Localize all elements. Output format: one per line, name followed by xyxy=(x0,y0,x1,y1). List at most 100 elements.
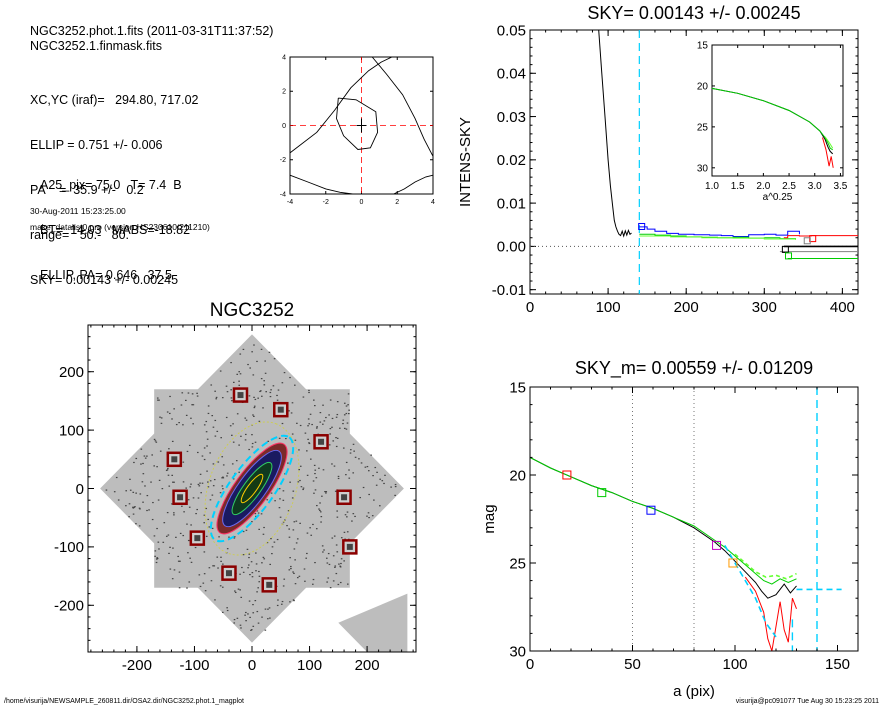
noise-dot xyxy=(144,485,146,487)
noise-dot xyxy=(248,553,251,555)
inset-line xyxy=(822,137,834,168)
noise-dot xyxy=(140,448,143,450)
noise-dot xyxy=(135,492,137,494)
noise-dot xyxy=(245,529,248,531)
noise-dot xyxy=(163,522,166,524)
noise-dot xyxy=(333,465,336,467)
noise-dot xyxy=(146,494,149,497)
noise-dot xyxy=(232,381,235,383)
noise-dot xyxy=(166,511,169,514)
noise-dot xyxy=(221,485,224,487)
noise-dot xyxy=(238,380,240,382)
noise-dot xyxy=(214,390,216,392)
noise-dot xyxy=(144,457,147,459)
noise-dot xyxy=(159,450,162,452)
noise-dot xyxy=(155,561,158,564)
sky-marker xyxy=(784,252,792,260)
noise-dot xyxy=(352,443,355,445)
noise-dot xyxy=(340,558,343,560)
noise-dot xyxy=(211,527,214,530)
noise-dot xyxy=(212,426,215,428)
noise-dot xyxy=(318,508,320,510)
x-tick-label: 2.5 xyxy=(782,181,796,192)
noise-dot xyxy=(295,542,298,544)
y-axis-label: INTENS-SKY xyxy=(457,117,474,207)
noise-dot xyxy=(345,428,348,430)
noise-dot xyxy=(319,509,321,512)
noise-dot xyxy=(315,427,318,429)
noise-dot xyxy=(364,466,367,468)
noise-dot xyxy=(191,393,194,395)
plot-frame xyxy=(711,44,844,177)
inset-line xyxy=(711,87,833,151)
noise-dot xyxy=(203,522,206,524)
y-axis-label: mag xyxy=(481,504,498,533)
noise-dot xyxy=(188,506,191,508)
noise-dot xyxy=(258,420,261,422)
x-axis-label: a^0.25 xyxy=(763,192,793,203)
noise-dot xyxy=(218,536,220,538)
noise-dot xyxy=(264,360,267,362)
noise-dot xyxy=(352,513,355,515)
noise-dot xyxy=(222,464,225,466)
contour-line xyxy=(371,56,434,157)
footer-user: visurija@pc091077 Tue Aug 30 15:23:25 20… xyxy=(735,698,879,705)
noise-dot xyxy=(335,544,338,546)
noise-dot xyxy=(253,396,255,398)
noise-dot xyxy=(141,481,144,483)
noise-dot xyxy=(240,627,242,629)
noise-dot xyxy=(271,553,273,555)
noise-dot xyxy=(190,524,192,526)
noise-dot xyxy=(322,551,324,553)
sky-step-line xyxy=(783,235,858,239)
noise-dot xyxy=(348,469,350,471)
noise-dot xyxy=(134,506,136,508)
noise-dot xyxy=(336,413,339,416)
noise-dot xyxy=(160,417,163,419)
noise-dot xyxy=(362,486,365,489)
contour-line xyxy=(336,97,379,150)
noise-dot xyxy=(381,480,384,482)
y-tick-label: 0.02 xyxy=(497,152,526,169)
mask-star xyxy=(277,406,284,413)
x-tick-label: 4 xyxy=(431,199,435,206)
noise-dot xyxy=(209,480,212,482)
noise-dot xyxy=(309,413,312,415)
noise-dot xyxy=(132,507,135,509)
field-corner xyxy=(338,593,408,652)
noise-dot xyxy=(228,536,230,538)
noise-dot xyxy=(206,438,209,440)
noise-dot xyxy=(117,499,120,501)
noise-dot xyxy=(135,457,138,460)
sky-step-line xyxy=(639,226,800,237)
noise-dot xyxy=(178,571,181,573)
noise-dot xyxy=(177,560,180,562)
noise-dot xyxy=(331,426,333,428)
noise-dot xyxy=(272,385,275,387)
noise-dot xyxy=(288,410,290,412)
noise-dot xyxy=(343,531,346,533)
noise-dot xyxy=(300,486,303,488)
noise-dot xyxy=(304,580,306,582)
noise-dot xyxy=(132,513,135,515)
noise-dot xyxy=(282,585,285,587)
noise-dot xyxy=(171,578,174,580)
x-tick-label: 300 xyxy=(752,299,777,316)
noise-dot xyxy=(182,481,185,483)
noise-dot xyxy=(182,424,184,426)
noise-dot xyxy=(189,557,191,559)
noise-dot xyxy=(309,458,312,460)
noise-dot xyxy=(226,607,228,609)
noise-dot xyxy=(220,437,222,439)
galaxy-layer xyxy=(100,334,408,652)
x-tick-label: 200 xyxy=(674,299,699,316)
noise-dot xyxy=(263,526,265,529)
noise-dot xyxy=(328,444,331,446)
y-tick-label: -100 xyxy=(54,539,84,556)
noise-dot xyxy=(375,484,378,486)
noise-dot xyxy=(238,384,241,386)
noise-dot xyxy=(346,422,349,424)
y-tick-label: 20 xyxy=(509,467,526,484)
noise-dot xyxy=(329,399,332,401)
